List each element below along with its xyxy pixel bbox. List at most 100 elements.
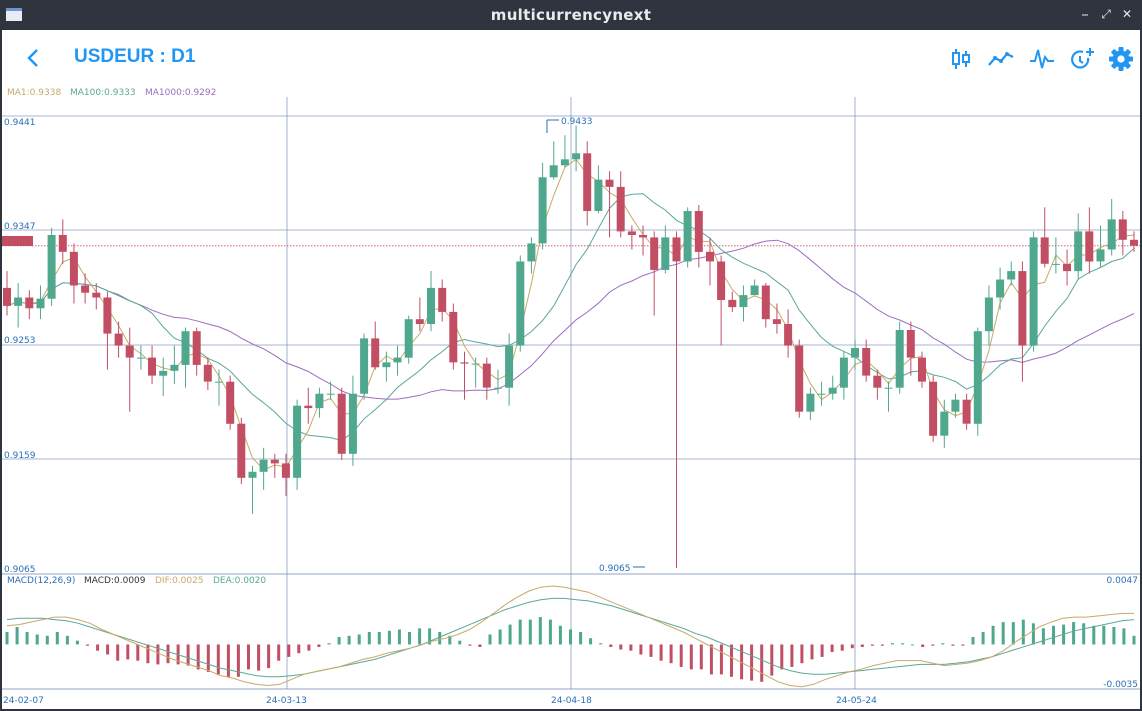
macd-histogram-bar	[1011, 622, 1015, 645]
candle-body	[505, 345, 514, 388]
candle-body	[1096, 249, 1105, 262]
minimize-icon[interactable]: ⎯	[1081, 7, 1088, 21]
macd-histogram-bar	[1021, 619, 1025, 645]
candle-body	[672, 237, 681, 262]
macd-histogram-bar	[418, 628, 422, 645]
candle-body	[404, 319, 413, 358]
candle-body	[25, 297, 34, 309]
dea-line	[6, 597, 1135, 678]
candle-body	[750, 285, 759, 296]
candle-body	[482, 363, 491, 388]
candle-body	[996, 279, 1005, 298]
candle-body	[694, 211, 703, 252]
candle-body	[393, 357, 402, 363]
candle-body	[639, 235, 647, 238]
macd-histogram-bar	[901, 643, 905, 645]
macd-histogram-bar	[870, 644, 874, 646]
line-chart-icon[interactable]	[988, 46, 1014, 72]
candle-body	[940, 411, 949, 436]
candle-body	[560, 159, 569, 166]
macd-histogram-bar	[961, 644, 965, 646]
macd-histogram-bar	[156, 644, 160, 665]
macd-histogram-bar	[719, 644, 723, 675]
macd-histogram-bar	[488, 634, 492, 645]
date-tick-label: 24-05-24	[836, 696, 877, 706]
candle-body	[337, 393, 346, 454]
candle-body	[661, 237, 670, 270]
candle-body	[92, 292, 101, 298]
macd-histogram-bar	[15, 627, 19, 645]
macd-histogram-bar	[408, 632, 411, 645]
legend-ma1: MA1:0.9338	[7, 88, 61, 98]
macd-histogram-bar	[931, 644, 935, 646]
candle-body	[549, 165, 558, 178]
candle-body	[460, 362, 469, 364]
macd-histogram-bar	[25, 632, 29, 645]
macd-histogram-bar	[126, 644, 130, 660]
macd-histogram-bar	[96, 644, 100, 651]
macd-histogram-bar	[347, 635, 351, 645]
gear-icon[interactable]	[1108, 46, 1134, 72]
macd-histogram-bar	[1102, 625, 1106, 645]
candle-body	[3, 287, 11, 306]
candle-body	[1007, 271, 1016, 280]
indicator-icon[interactable]	[1029, 46, 1055, 72]
macd-histogram-bar	[518, 619, 522, 645]
candle-body	[527, 243, 536, 262]
price-tick-label: 0.9441	[4, 118, 36, 128]
candle-body	[259, 459, 268, 472]
macd-histogram-bar	[196, 644, 200, 670]
candlestick-icon[interactable]	[948, 46, 974, 72]
candle-body	[315, 393, 324, 409]
macd-histogram-bar	[981, 632, 985, 645]
date-tick-label: 24-03-13	[266, 696, 307, 706]
candle-body	[1029, 237, 1038, 346]
candle-body	[371, 338, 380, 368]
maximize-icon[interactable]: ⤢	[1101, 7, 1111, 21]
macd-histogram-bar	[1072, 622, 1076, 645]
candle-body	[706, 251, 714, 262]
macd-histogram-bar	[689, 644, 693, 670]
macd-histogram-bar	[1092, 625, 1096, 645]
candle-body	[906, 330, 915, 358]
macd-histogram-bar	[75, 640, 79, 645]
back-arrow-icon[interactable]	[24, 46, 44, 70]
date-tick-label: 24-02-07	[3, 696, 44, 706]
macd-histogram-bar	[840, 644, 844, 651]
candle-body	[683, 211, 692, 262]
macd-histogram-bar	[307, 644, 311, 651]
add-timer-icon[interactable]	[1069, 46, 1095, 72]
candle-body	[427, 287, 435, 324]
macd-histogram-bar	[65, 635, 69, 645]
macd-histogram-bar	[146, 644, 150, 664]
high-price-marker: 0.9433	[561, 117, 593, 127]
macd-histogram-bar	[337, 637, 341, 645]
macd-histogram-bar	[297, 644, 301, 654]
macd-histogram-bar	[458, 640, 462, 645]
candle-body	[170, 364, 179, 371]
close-icon[interactable]: ✕	[1121, 7, 1133, 21]
macd-histogram-bar	[911, 644, 915, 646]
candle-body	[1051, 263, 1060, 265]
macd-histogram-bar	[548, 619, 552, 645]
candle-body	[136, 357, 145, 359]
candle-body	[873, 375, 882, 388]
macd-histogram-bar	[528, 619, 532, 645]
macd-histogram-bar	[569, 629, 572, 645]
macd-histogram-bar	[136, 644, 140, 661]
candle-body	[348, 393, 357, 454]
macd-histogram-bar	[629, 644, 633, 651]
macd-histogram-bar	[740, 644, 744, 680]
macd-histogram-bar	[55, 632, 59, 645]
candle-body	[203, 364, 212, 382]
macd-histogram-bar	[1122, 628, 1126, 645]
candle-body	[1063, 263, 1071, 272]
candle-body	[438, 287, 447, 312]
candle-body	[237, 423, 246, 478]
candle-body	[159, 370, 168, 376]
candle-body	[14, 297, 23, 306]
macd-histogram-bar	[236, 644, 240, 677]
price-tick-label: 0.9347	[4, 222, 36, 232]
macd-histogram-bar	[800, 644, 804, 664]
